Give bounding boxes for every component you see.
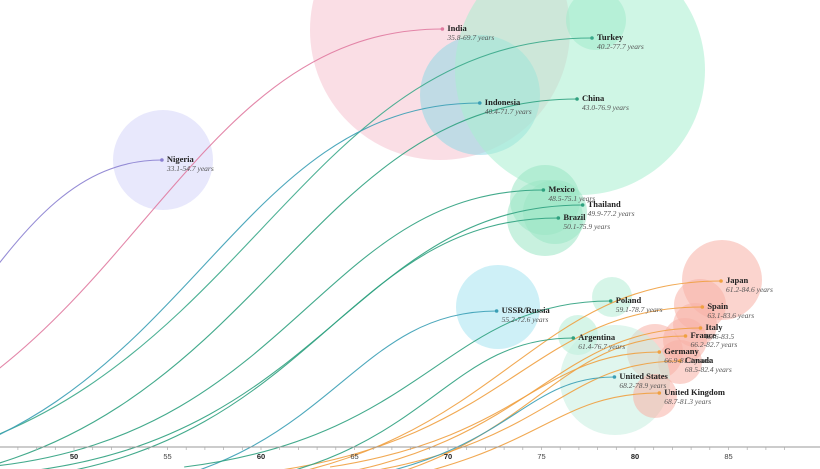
country-name-india: India bbox=[447, 23, 467, 33]
country-name-turkey: Turkey bbox=[597, 32, 624, 42]
point-india bbox=[440, 27, 445, 31]
point-ussr-russia bbox=[494, 309, 499, 313]
country-name-japan: Japan bbox=[726, 275, 748, 285]
point-mexico bbox=[541, 188, 546, 192]
country-name-ussr-russia: USSR/Russia bbox=[502, 305, 551, 315]
country-name-germany: Germany bbox=[664, 346, 699, 356]
curve-poland bbox=[184, 300, 611, 468]
country-range-mexico: 48.5-75.1 years bbox=[548, 194, 595, 203]
point-argentina bbox=[571, 336, 576, 340]
curve-spain bbox=[283, 306, 703, 469]
point-united-states bbox=[612, 375, 617, 379]
country-range-united-states: 68.2-78.9 years bbox=[619, 381, 666, 390]
country-name-spain: Spain bbox=[707, 301, 728, 311]
point-spain bbox=[700, 305, 705, 309]
country-range-turkey: 40.2-77.7 years bbox=[597, 42, 644, 51]
x-axis: 50 60 70 80 55 65 75 85 bbox=[0, 446, 820, 461]
x-tick-label: 70 bbox=[444, 452, 452, 461]
curve-india bbox=[0, 28, 443, 369]
country-name-poland: Poland bbox=[616, 295, 642, 305]
point-poland bbox=[608, 299, 613, 303]
country-name-nigeria: Nigeria bbox=[167, 154, 195, 164]
x-tick-label: 75 bbox=[537, 452, 545, 461]
curve-japan bbox=[309, 280, 722, 469]
point-united-kingdom bbox=[657, 391, 662, 395]
country-range-germany: 66.9-81.3 years bbox=[664, 356, 711, 365]
point-canada bbox=[678, 359, 682, 363]
x-tick-label: 55 bbox=[163, 452, 171, 461]
curve-nigeria bbox=[0, 159, 162, 264]
country-range-nigeria: 33.1-54.7 years bbox=[166, 164, 214, 173]
country-name-argentina: Argentina bbox=[578, 332, 616, 342]
curve-france bbox=[407, 335, 686, 469]
country-name-china: China bbox=[582, 93, 605, 103]
country-range-ussr-russia: 55.2-72.6 years bbox=[502, 315, 549, 324]
x-tick-label: 85 bbox=[724, 452, 732, 461]
curve-canada bbox=[379, 360, 680, 469]
country-range-france: 66.2-82.7 years bbox=[690, 340, 737, 349]
curve-brazil bbox=[76, 217, 559, 469]
country-range-japan: 61.2-84.6 years bbox=[726, 285, 773, 294]
point-brazil bbox=[556, 216, 561, 220]
curve-united-kingdom bbox=[433, 392, 660, 469]
country-range-poland: 59.1-78.7 years bbox=[616, 305, 663, 314]
x-tick-label: 65 bbox=[350, 452, 358, 461]
curve-turkey bbox=[0, 37, 592, 435]
country-name-france: France bbox=[690, 330, 716, 340]
country-range-thailand: 49.9-77.2 years bbox=[588, 209, 635, 218]
x-tick-label: 60 bbox=[257, 452, 265, 461]
bubble-layer bbox=[113, 0, 762, 435]
country-name-united-kingdom: United Kingdom bbox=[664, 387, 725, 397]
country-range-canada: 68.5-82.4 years bbox=[685, 365, 732, 374]
point-turkey bbox=[590, 36, 594, 40]
point-japan bbox=[719, 279, 723, 283]
country-range-spain: 63.1-83.6 years bbox=[707, 311, 754, 320]
curve-germany bbox=[329, 351, 660, 468]
point-italy bbox=[698, 326, 703, 330]
curve-mexico bbox=[0, 189, 544, 466]
country-range-china: 43.0-76.9 years bbox=[582, 103, 629, 112]
country-name-mexico: Mexico bbox=[548, 184, 574, 194]
bubble-ussr-russia bbox=[456, 265, 540, 349]
curve-argentina bbox=[296, 337, 574, 469]
country-range-italy: 65.6-83.5 bbox=[705, 332, 734, 341]
country-range-united-kingdom: 68.7-81.3 years bbox=[664, 397, 711, 406]
curve-china bbox=[0, 98, 578, 464]
country-range-brazil: 50.1-75.9 years bbox=[563, 222, 610, 231]
point-china bbox=[575, 97, 579, 101]
point-germany bbox=[657, 350, 662, 354]
point-indonesia bbox=[477, 101, 482, 105]
point-france bbox=[683, 334, 688, 338]
curve-indonesia bbox=[0, 102, 480, 435]
country-name-indonesia: Indonesia bbox=[485, 97, 521, 107]
curve-layer bbox=[0, 27, 723, 469]
country-name-italy: Italy bbox=[705, 322, 723, 332]
point-thailand bbox=[580, 203, 585, 207]
country-range-argentina: 61.4-76.7 years bbox=[578, 342, 625, 351]
curve-ussr-russia bbox=[200, 310, 497, 469]
bubble-china bbox=[455, 0, 705, 195]
country-range-india: 35.8-69.7 years bbox=[446, 33, 494, 42]
x-tick-label: 80 bbox=[631, 452, 639, 461]
country-name-canada: Canada bbox=[685, 355, 714, 365]
point-nigeria bbox=[160, 158, 164, 162]
x-tick-label: 50 bbox=[70, 452, 78, 461]
country-name-brazil: Brazil bbox=[563, 212, 586, 222]
curve-united-states bbox=[395, 376, 615, 469]
country-name-thailand: Thailand bbox=[588, 199, 621, 209]
bubble-united-kingdom bbox=[633, 374, 677, 418]
country-name-united-states: United States bbox=[619, 371, 668, 381]
country-range-indonesia: 40.4-71.7 years bbox=[485, 107, 532, 116]
